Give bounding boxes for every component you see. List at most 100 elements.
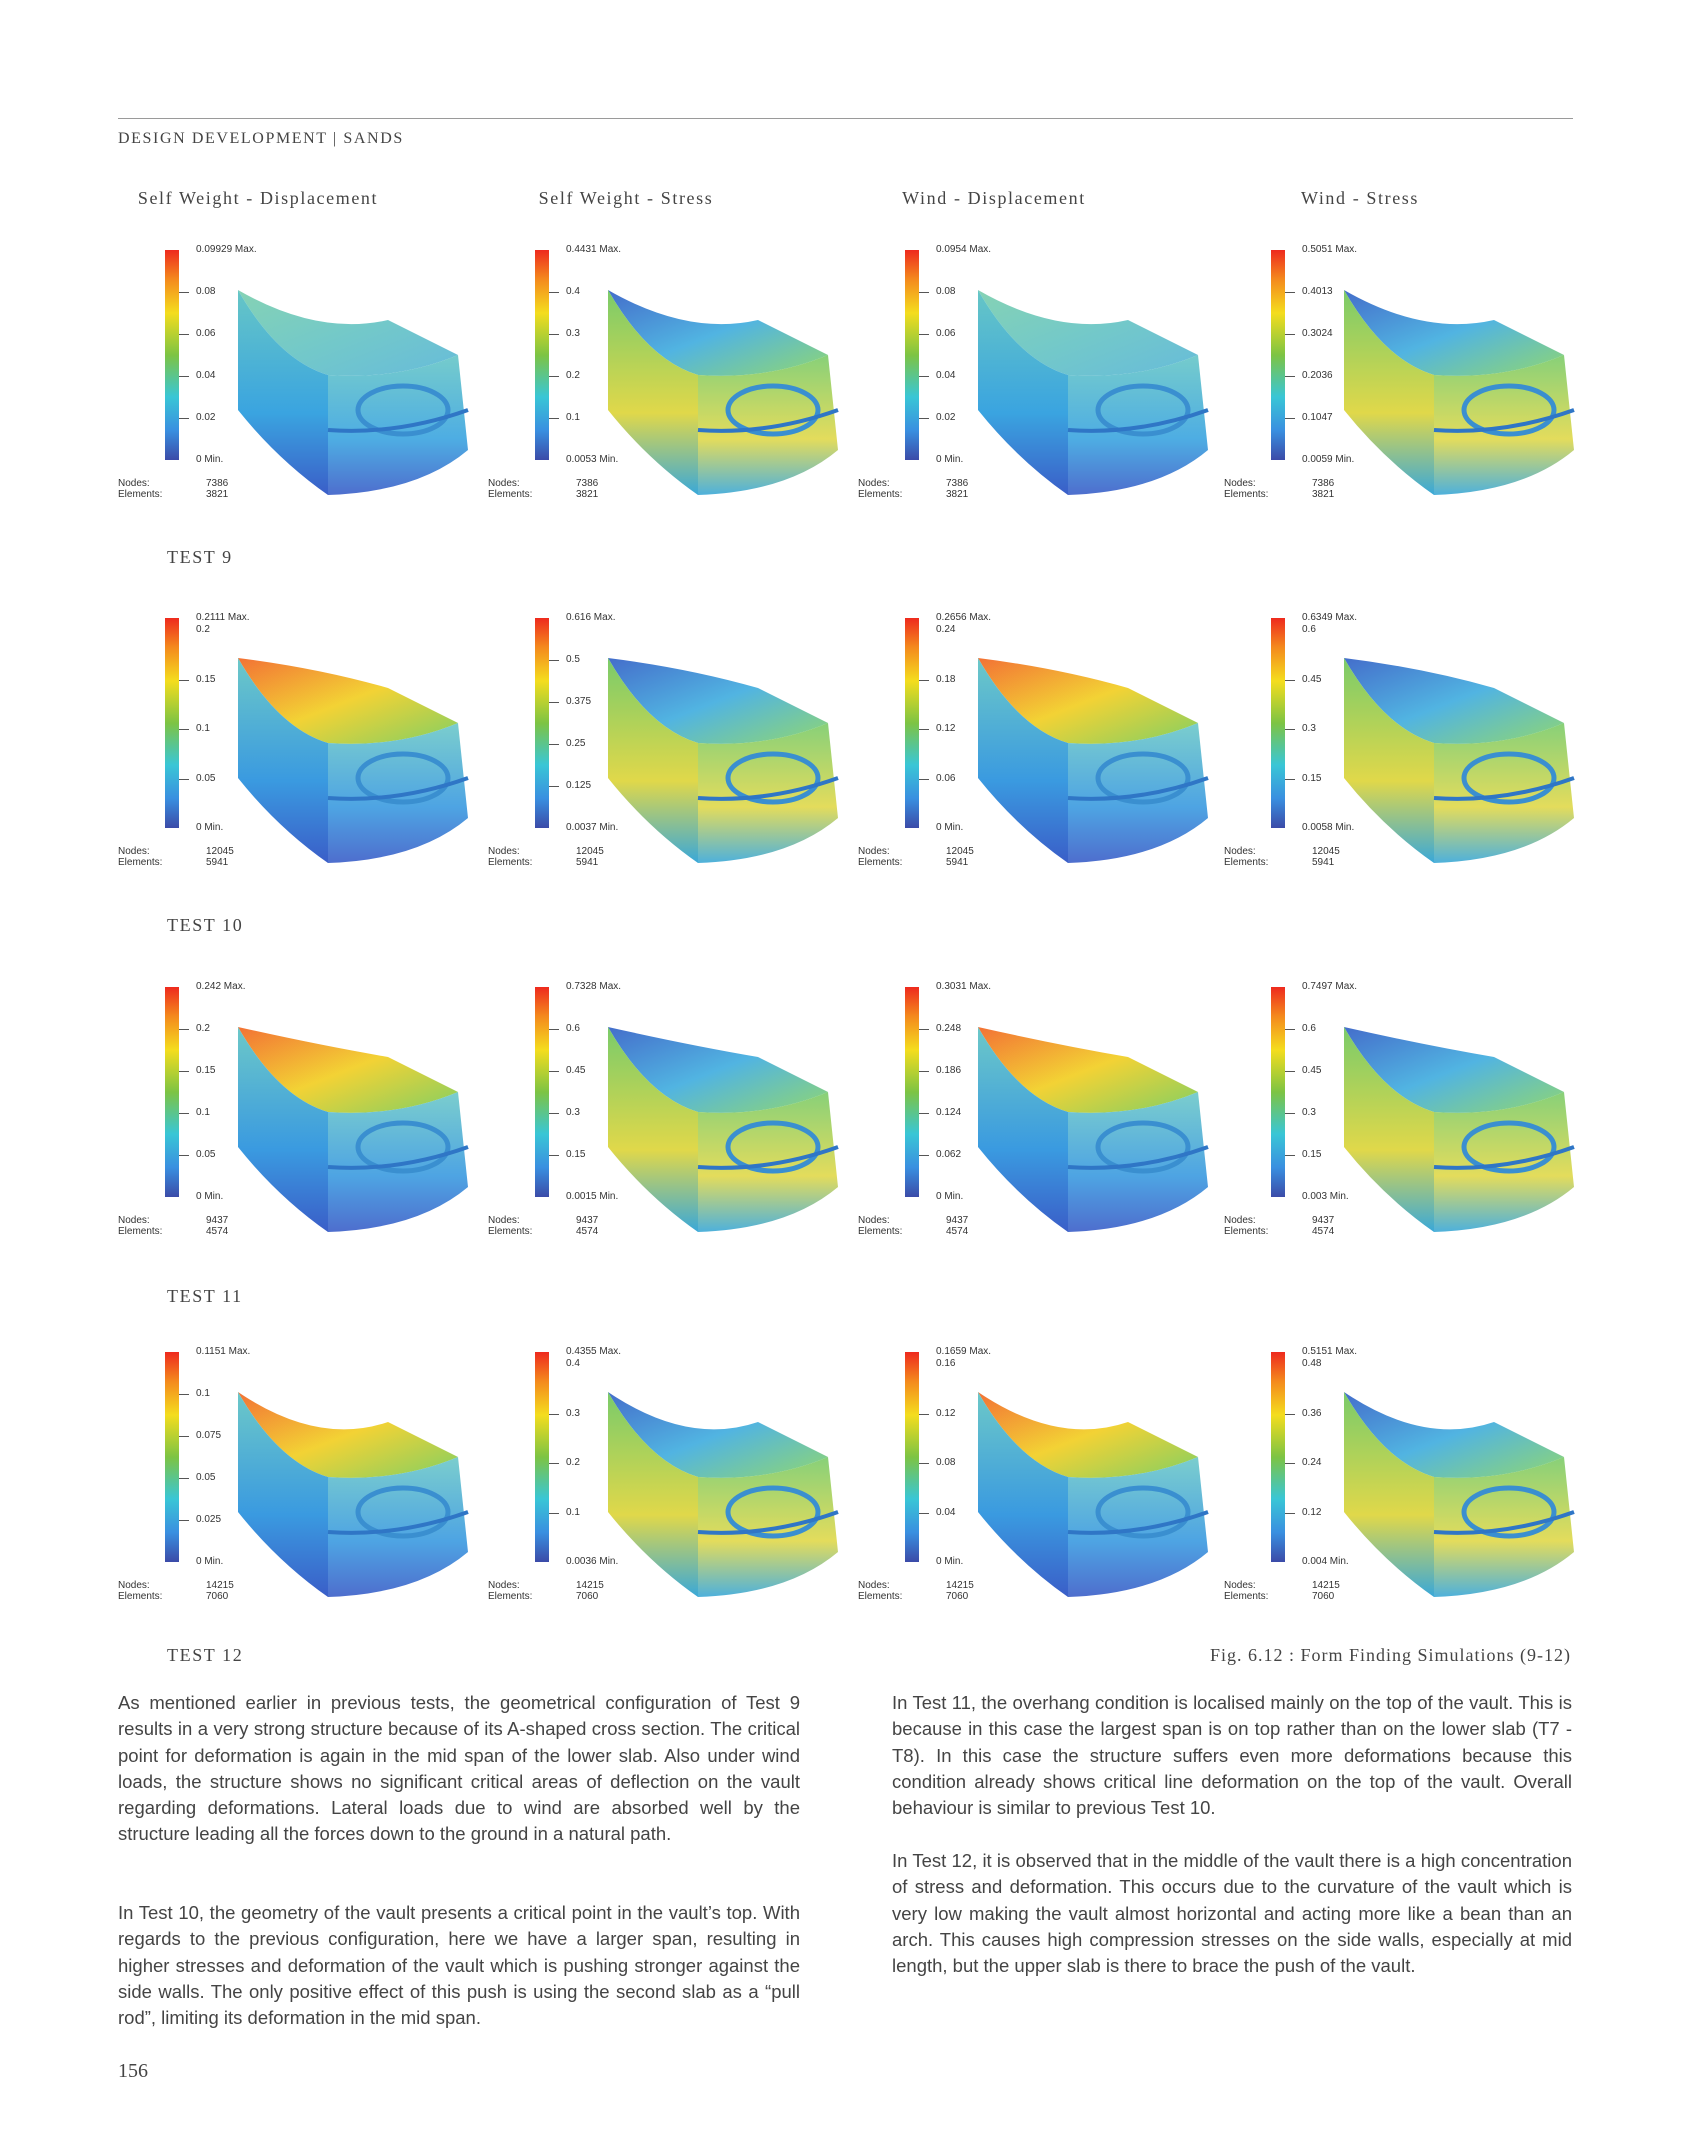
vault-front-surface xyxy=(1434,1457,1574,1597)
scale-tick xyxy=(919,418,929,419)
nodes-value: 7386 xyxy=(576,478,599,489)
scale-tick-label: 0.1047 xyxy=(1302,412,1333,423)
scale-tick-label: 0.2 xyxy=(566,370,580,381)
scale-tick-label: 0.3 xyxy=(1302,1107,1316,1118)
scale-tick-label: 0.15 xyxy=(1302,1149,1322,1160)
scale-tick-label: 0.12 xyxy=(936,723,956,734)
color-scale-bar xyxy=(535,618,549,828)
scale-tick xyxy=(1285,418,1295,419)
vault-slab-edge xyxy=(1433,776,1575,801)
elements-label: Elements: xyxy=(488,1226,533,1237)
column-title-wind-stress: Wind - Stress xyxy=(1300,188,1420,208)
color-scale-bar xyxy=(165,250,179,460)
scale-tick-label: 0.02 xyxy=(936,412,956,423)
scale-max-label: 0.0954 Max. xyxy=(936,244,992,255)
mesh-info: Nodes: 12045 Elements: 5941 xyxy=(118,846,234,868)
vault-slab-edge xyxy=(697,1510,839,1535)
color-scale-bar xyxy=(165,618,179,828)
color-scale-bar xyxy=(165,1352,179,1562)
elements-label: Elements: xyxy=(1224,1591,1269,1602)
simulation-cell: 0.0954 Max. 0.08 0.06 0.04 0.02 0 Min. Nodes: 7… xyxy=(858,240,1226,530)
scale-tick xyxy=(1285,376,1295,377)
scale-tick xyxy=(919,1113,929,1114)
nodes-value: 9437 xyxy=(206,1215,229,1226)
nodes-label: Nodes: xyxy=(1224,1215,1256,1226)
scale-tick-label: 0.2036 xyxy=(1302,370,1333,381)
scale-tick xyxy=(549,1155,559,1156)
nodes-value: 9437 xyxy=(1312,1215,1335,1226)
vault-slab-edge xyxy=(1433,1145,1575,1170)
nodes-value: 14215 xyxy=(946,1580,974,1591)
vault-front-surface xyxy=(698,723,838,863)
scale-tick-label: 0.6 xyxy=(566,1023,580,1034)
mesh-info: Nodes: 14215 Elements: 7060 xyxy=(1224,1580,1340,1602)
vault-side-surface xyxy=(978,290,1068,495)
scale-max-label: 0.1151 Max. xyxy=(196,1346,251,1357)
scale-min-label: 0.003 Min. xyxy=(1302,1191,1349,1202)
scale-tick xyxy=(179,376,189,377)
scale-tick xyxy=(179,1029,189,1030)
vault-slab-edge xyxy=(697,1145,839,1170)
scale-top-label: 0.24 xyxy=(936,624,956,635)
scale-max-label: 0.7497 Max. xyxy=(1302,981,1358,992)
fem-model-render xyxy=(978,1027,1209,1232)
scale-tick xyxy=(549,1413,559,1415)
mesh-info: Nodes: 9437 Elements: 4574 xyxy=(488,1215,598,1237)
vault-top-surface xyxy=(978,290,1198,376)
vault-end-opening xyxy=(725,383,821,437)
fem-model-render xyxy=(1344,1392,1575,1597)
nodes-value: 7386 xyxy=(206,478,229,489)
elements-value: 5941 xyxy=(576,857,599,868)
scale-min-label: 0.0053 Min. xyxy=(566,454,619,465)
scale-tick-label: 0.1 xyxy=(566,1506,580,1518)
scale-tick-label: 0.05 xyxy=(196,1149,216,1160)
vault-side-surface xyxy=(1344,1027,1434,1232)
scale-min-label: 0 Min. xyxy=(936,822,964,833)
scale-top-label: 0.6 xyxy=(1302,624,1316,635)
scale-tick-label: 0.15 xyxy=(196,673,216,685)
mesh-info: Nodes: 14215 Elements: 7060 xyxy=(118,1580,234,1602)
paragraph-right-2: In Test 12, it is observed that in the m… xyxy=(892,1850,1572,1977)
vault-end-opening xyxy=(355,1485,451,1539)
nodes-label: Nodes: xyxy=(118,478,150,489)
vault-side-surface xyxy=(1344,1392,1434,1597)
scale-min-label: 0 Min. xyxy=(936,454,964,465)
nodes-value: 12045 xyxy=(946,846,974,857)
scale-tick-label: 0.04 xyxy=(196,370,216,381)
vault-side-surface xyxy=(608,1392,698,1597)
vault-top-surface xyxy=(608,1027,828,1113)
mesh-info: Nodes: 9437 Elements: 4574 xyxy=(1224,1215,1334,1237)
simulation-cell: 0.6349 Max. 0.6 0.45 0.3 0.15 0.0058 Min. Node… xyxy=(1224,608,1592,898)
elements-label: Elements: xyxy=(488,857,533,868)
vault-end-opening xyxy=(1461,751,1557,805)
vault-end-opening xyxy=(725,751,821,805)
scale-tick-label: 0.12 xyxy=(1302,1506,1322,1518)
scale-tick xyxy=(1285,1029,1295,1030)
scale-tick-label: 0.06 xyxy=(936,328,956,339)
simulation-cell: 0.7497 Max. 0.6 0.45 0.3 0.15 0.003 Min. Nodes… xyxy=(1224,977,1592,1267)
vault-end-opening xyxy=(1095,751,1191,805)
vault-top-surface xyxy=(1344,1027,1564,1113)
test-label-11: TEST 11 xyxy=(167,1286,243,1306)
scale-tick xyxy=(179,1478,189,1479)
elements-value: 3821 xyxy=(946,489,969,500)
scale-tick xyxy=(179,292,189,293)
nodes-label: Nodes: xyxy=(118,1215,150,1226)
scale-max-label: 0.1659 Max. xyxy=(936,1346,992,1357)
scale-tick-label: 0.08 xyxy=(196,286,216,297)
vault-front-surface xyxy=(698,355,838,495)
color-scale-bar xyxy=(535,987,549,1197)
vault-slab-edge xyxy=(327,1510,469,1535)
nodes-label: Nodes: xyxy=(1224,1580,1256,1591)
scale-tick xyxy=(919,376,929,377)
fem-model-render xyxy=(238,1027,469,1232)
scale-tick-label: 0.5 xyxy=(566,654,580,665)
scale-tick xyxy=(1285,1155,1295,1156)
vault-slab-edge xyxy=(327,408,469,433)
simulation-cell: 0.2111 Max. 0.2 0.15 0.1 0.05 0 Min. Nodes: 120… xyxy=(118,608,486,898)
scale-tick-label: 0.25 xyxy=(566,738,586,749)
vault-side-surface xyxy=(608,658,698,863)
scale-tick-label: 0.24 xyxy=(1302,1457,1322,1468)
scale-tick-label: 0.45 xyxy=(1302,673,1322,685)
scale-max-label: 0.2111 Max. xyxy=(196,612,250,623)
